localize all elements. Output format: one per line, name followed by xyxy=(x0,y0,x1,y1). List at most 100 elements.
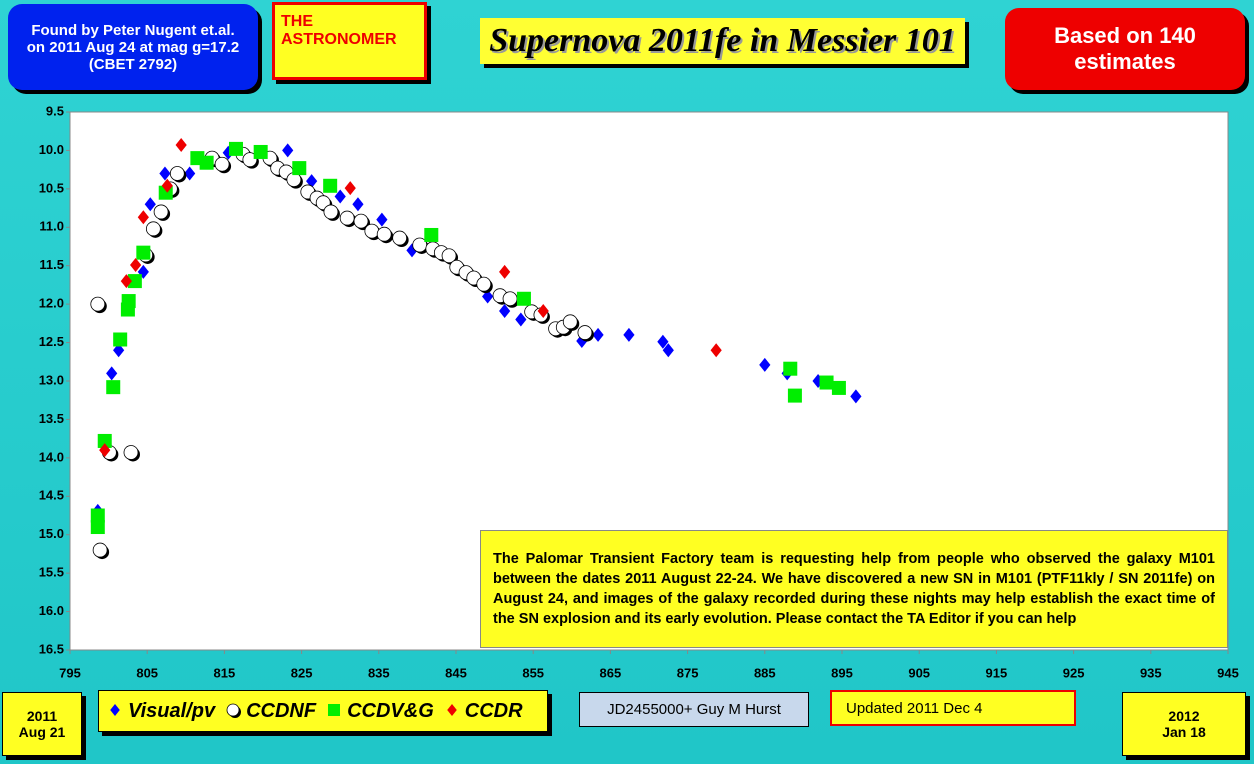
data-point xyxy=(499,304,511,319)
request-note: The Palomar Transient Factory team is re… xyxy=(480,530,1228,648)
x-tick-label: 825 xyxy=(291,665,313,680)
data-point xyxy=(253,144,268,159)
data-point xyxy=(175,138,187,153)
x-tick-label: 925 xyxy=(1063,665,1085,680)
x-tick-label: 885 xyxy=(754,665,776,680)
data-point xyxy=(831,380,846,395)
legend-item: CCDNF xyxy=(225,700,316,723)
y-tick-label: 13.0 xyxy=(39,372,64,387)
data-point xyxy=(161,178,173,193)
legend-label: CCDNF xyxy=(246,699,317,722)
chart-title: Supernova 2011fe in Messier 101 xyxy=(480,18,965,64)
x-tick-label: 945 xyxy=(1217,665,1239,680)
data-point xyxy=(499,264,511,279)
data-point xyxy=(352,197,364,212)
legend-label: CCDV&G xyxy=(347,699,434,722)
data-point xyxy=(502,291,518,307)
data-point xyxy=(376,212,388,227)
data-point xyxy=(226,703,240,717)
data-point xyxy=(282,143,294,158)
data-point xyxy=(106,366,118,381)
x-tick-label: 805 xyxy=(136,665,158,680)
legend-item: Visual/pv xyxy=(107,700,215,723)
data-point xyxy=(783,361,798,376)
y-tick-label: 15.0 xyxy=(39,526,64,541)
y-tick-label: 9.5 xyxy=(46,103,64,118)
data-point xyxy=(592,327,604,342)
data-point xyxy=(476,276,492,292)
legend-marker xyxy=(110,704,120,716)
legend-item: CCDR xyxy=(444,700,523,723)
data-point xyxy=(812,374,824,388)
data-point xyxy=(482,289,494,304)
data-point xyxy=(144,197,156,212)
y-tick-label: 12.0 xyxy=(39,296,64,311)
data-point xyxy=(145,221,161,237)
start-date: 2011 Aug 21 xyxy=(2,692,82,756)
x-tick-label: 905 xyxy=(908,665,930,680)
y-tick-label: 14.5 xyxy=(39,488,64,503)
data-point xyxy=(328,704,341,716)
y-tick-label: 13.5 xyxy=(39,411,64,426)
x-tick-label: 935 xyxy=(1140,665,1162,680)
data-point xyxy=(130,257,142,272)
data-point xyxy=(228,141,243,156)
data-point xyxy=(214,156,230,172)
data-point xyxy=(90,520,105,535)
y-tick-label: 16.5 xyxy=(39,641,64,656)
update-date: Updated 2011 Dec 4 xyxy=(830,690,1076,726)
y-tick-label: 15.5 xyxy=(39,565,64,580)
data-point xyxy=(159,166,171,181)
y-tick-label: 12.5 xyxy=(39,334,64,349)
x-tick-label: 795 xyxy=(59,665,81,680)
legend: Visual/pv CCDNF CCDV&G CCDR xyxy=(98,690,548,732)
data-point xyxy=(106,380,121,395)
legend-marker xyxy=(328,704,341,716)
data-point xyxy=(515,312,527,327)
data-point xyxy=(441,248,457,264)
legend-marker xyxy=(446,704,457,716)
data-point xyxy=(153,204,169,220)
data-point xyxy=(339,210,355,226)
legend-label: Visual/pv xyxy=(128,699,216,722)
data-point xyxy=(446,704,457,716)
data-point xyxy=(137,210,149,225)
data-point xyxy=(199,155,214,170)
data-point xyxy=(424,227,439,242)
data-point xyxy=(662,343,674,358)
publisher-label: THE ASTRONOMER xyxy=(272,2,427,80)
x-tick-label: 875 xyxy=(677,665,699,680)
data-point xyxy=(623,327,635,342)
data-point xyxy=(90,296,106,312)
data-point xyxy=(242,152,258,168)
y-tick-label: 10.5 xyxy=(39,180,64,195)
data-point xyxy=(406,243,418,258)
y-tick-label: 11.0 xyxy=(39,219,64,234)
y-tick-label: 14.0 xyxy=(39,449,64,464)
data-point xyxy=(123,445,139,460)
data-point xyxy=(850,389,862,404)
data-point xyxy=(710,343,722,358)
credit: JD2455000+ Guy M Hurst xyxy=(579,692,809,727)
x-tick-label: 815 xyxy=(214,665,236,680)
y-tick-label: 10.0 xyxy=(39,142,64,157)
data-point xyxy=(577,325,593,340)
end-date: 2012 Jan 18 xyxy=(1122,692,1246,756)
data-point xyxy=(184,166,196,181)
data-point xyxy=(110,704,120,716)
data-point xyxy=(376,226,392,242)
data-point xyxy=(169,166,185,181)
data-point xyxy=(121,294,136,309)
data-point xyxy=(759,357,771,372)
x-tick-label: 835 xyxy=(368,665,390,680)
data-point xyxy=(99,443,111,458)
data-point xyxy=(787,388,802,403)
data-point xyxy=(120,274,132,289)
x-tick-label: 865 xyxy=(600,665,622,680)
data-point xyxy=(392,230,408,246)
data-point xyxy=(323,204,339,220)
x-tick-label: 895 xyxy=(831,665,853,680)
data-point xyxy=(136,245,151,260)
